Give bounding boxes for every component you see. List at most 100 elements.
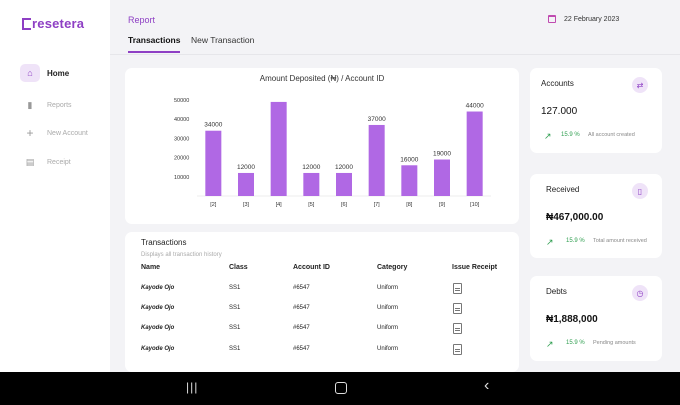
- sidebar-item-home[interactable]: ⌂ Home: [20, 64, 69, 82]
- column-header-account-id: Account ID: [293, 264, 330, 271]
- stat-value: ₦1,888,000: [546, 314, 598, 325]
- transactions-card: Transactions Displays all transaction hi…: [125, 232, 519, 372]
- transactions-title: Transactions: [141, 238, 187, 247]
- cell-account-id: #6547: [293, 346, 310, 352]
- user-swap-icon[interactable]: ⇄: [632, 77, 648, 93]
- sidebar-item-label: New Account: [47, 129, 88, 137]
- sidebar-item-new-account[interactable]: + New Account: [20, 124, 88, 142]
- cell-account-id: #6547: [293, 325, 310, 331]
- x-tick-label-7: [9]: [439, 202, 446, 208]
- cell-category: Uniform: [377, 305, 399, 311]
- app-logo[interactable]: resetera: [22, 16, 84, 31]
- cell-name: Kayode Ojo: [141, 325, 175, 331]
- stat-card-accounts: Accounts ⇄ 127.000 ↗ 15.9 % All account …: [530, 68, 662, 153]
- recents-icon[interactable]: |||: [186, 380, 199, 394]
- issue-receipt-icon[interactable]: [453, 344, 462, 355]
- calendar-icon: [548, 15, 556, 23]
- cell-name: Kayode Ojo: [141, 346, 175, 352]
- x-tick-label-6: [8]: [406, 202, 413, 208]
- cell-class: SS1: [229, 305, 241, 311]
- clipboard-icon[interactable]: ▯: [632, 183, 648, 199]
- trend-up-icon: ↗: [546, 339, 554, 349]
- data-label-5: 37000: [368, 116, 386, 123]
- x-tick-label-1: [3]: [243, 202, 250, 208]
- issue-receipt-icon[interactable]: [453, 283, 462, 294]
- x-tick-label-8: [10]: [470, 202, 480, 208]
- data-label-8: 44000: [466, 103, 484, 110]
- data-label-3: 12000: [302, 164, 320, 171]
- cell-account-id: #6547: [293, 305, 310, 311]
- stat-value: 127.000: [541, 106, 578, 117]
- stat-label: Received: [546, 185, 580, 194]
- plus-icon: +: [26, 126, 34, 140]
- stat-percentage: 15.9 %: [561, 132, 580, 138]
- cell-name: Kayode Ojo: [141, 285, 175, 291]
- header-divider: [110, 54, 680, 55]
- sidebar-item-label: Receipt: [47, 158, 71, 166]
- y-tick-label: 30000: [174, 136, 189, 142]
- tab-new-transaction[interactable]: New Transaction: [191, 35, 255, 45]
- back-icon[interactable]: ‹: [484, 377, 490, 394]
- cell-category: Uniform: [377, 346, 399, 352]
- bar-6[interactable]: [401, 165, 418, 196]
- stat-description: Pending amounts: [593, 340, 636, 346]
- y-tick-label: 10000: [174, 175, 189, 181]
- stat-label: Accounts: [541, 79, 574, 88]
- issue-receipt-icon[interactable]: [453, 303, 462, 314]
- chart-card: Amount Deposited (₦) / Account ID 50000 4…: [125, 68, 519, 224]
- home-button-icon[interactable]: [335, 382, 347, 394]
- bar-2[interactable]: [270, 101, 287, 196]
- y-tick-label: 40000: [174, 117, 189, 123]
- stat-percentage: 15.9 %: [566, 238, 585, 244]
- date-display: 22 February 2023: [548, 15, 619, 23]
- issue-receipt-icon[interactable]: [453, 323, 462, 334]
- stat-card-debts: Debts ◷ ₦1,888,000 ↗ 15.9 % Pending amou…: [530, 276, 662, 361]
- sidebar-item-receipt[interactable]: ▤ Receipt: [20, 153, 71, 171]
- stat-label: Debts: [546, 287, 567, 296]
- cell-account-id: #6547: [293, 285, 310, 291]
- stat-percentage: 15.9 %: [566, 340, 585, 346]
- x-tick-label-2: [4]: [276, 202, 283, 208]
- bar-0[interactable]: [205, 130, 222, 196]
- bar-1[interactable]: [238, 172, 254, 196]
- bar-8[interactable]: [466, 111, 483, 196]
- trend-up-icon: ↗: [546, 237, 554, 247]
- chart-title: Amount Deposited (₦) / Account ID: [259, 74, 385, 83]
- cell-class: SS1: [229, 346, 241, 352]
- stat-value: ₦467,000.00: [546, 212, 604, 223]
- cell-class: SS1: [229, 325, 241, 331]
- sidebar-item-label: Reports: [47, 101, 72, 109]
- clock-icon[interactable]: ◷: [632, 285, 648, 301]
- data-label-0: 34000: [204, 122, 222, 129]
- data-label-1: 12000: [237, 164, 255, 171]
- stat-description: All account created: [588, 132, 635, 138]
- stat-description: Total amount received: [593, 238, 647, 244]
- system-navigation-bar: ||| ‹: [0, 372, 680, 405]
- cell-name: Kayode Ojo: [141, 305, 175, 311]
- sidebar-item-label: Home: [47, 68, 70, 78]
- bar-4[interactable]: [336, 172, 352, 196]
- column-header-class: Class: [229, 264, 248, 271]
- stat-card-received: Received ▯ ₦467,000.00 ↗ 15.9 % Total am…: [530, 174, 662, 258]
- trend-up-icon: ↗: [544, 131, 552, 141]
- x-tick-label-3: [5]: [308, 202, 315, 208]
- bar-5[interactable]: [368, 124, 385, 196]
- bar-7[interactable]: [434, 159, 450, 196]
- data-label-7: 19000: [433, 151, 451, 158]
- tab-transactions[interactable]: Transactions: [128, 35, 181, 53]
- cell-category: Uniform: [377, 285, 399, 291]
- column-header-name: Name: [141, 264, 161, 271]
- bar-chart: 50000 40000 30000 20000 10000 34000 [2] 12000 [3…: [174, 98, 491, 208]
- cell-category: Uniform: [377, 325, 399, 331]
- column-header-category: Category: [377, 264, 408, 271]
- bar-3[interactable]: [303, 172, 320, 196]
- x-tick-label-0: [2]: [210, 202, 217, 208]
- bar-chart-icon: ▮: [27, 99, 33, 110]
- date-text: 22 February 2023: [564, 15, 620, 23]
- x-tick-label-4: [6]: [341, 202, 348, 208]
- sidebar-item-reports[interactable]: ▮ Reports: [20, 96, 72, 114]
- x-tick-label-5: [7]: [374, 202, 381, 208]
- sidebar: resetera ⌂ Home ▮ Reports + New Account …: [0, 0, 110, 372]
- column-header-issue-receipt: Issue Receipt: [452, 264, 498, 271]
- data-label-4: 12000: [335, 164, 353, 171]
